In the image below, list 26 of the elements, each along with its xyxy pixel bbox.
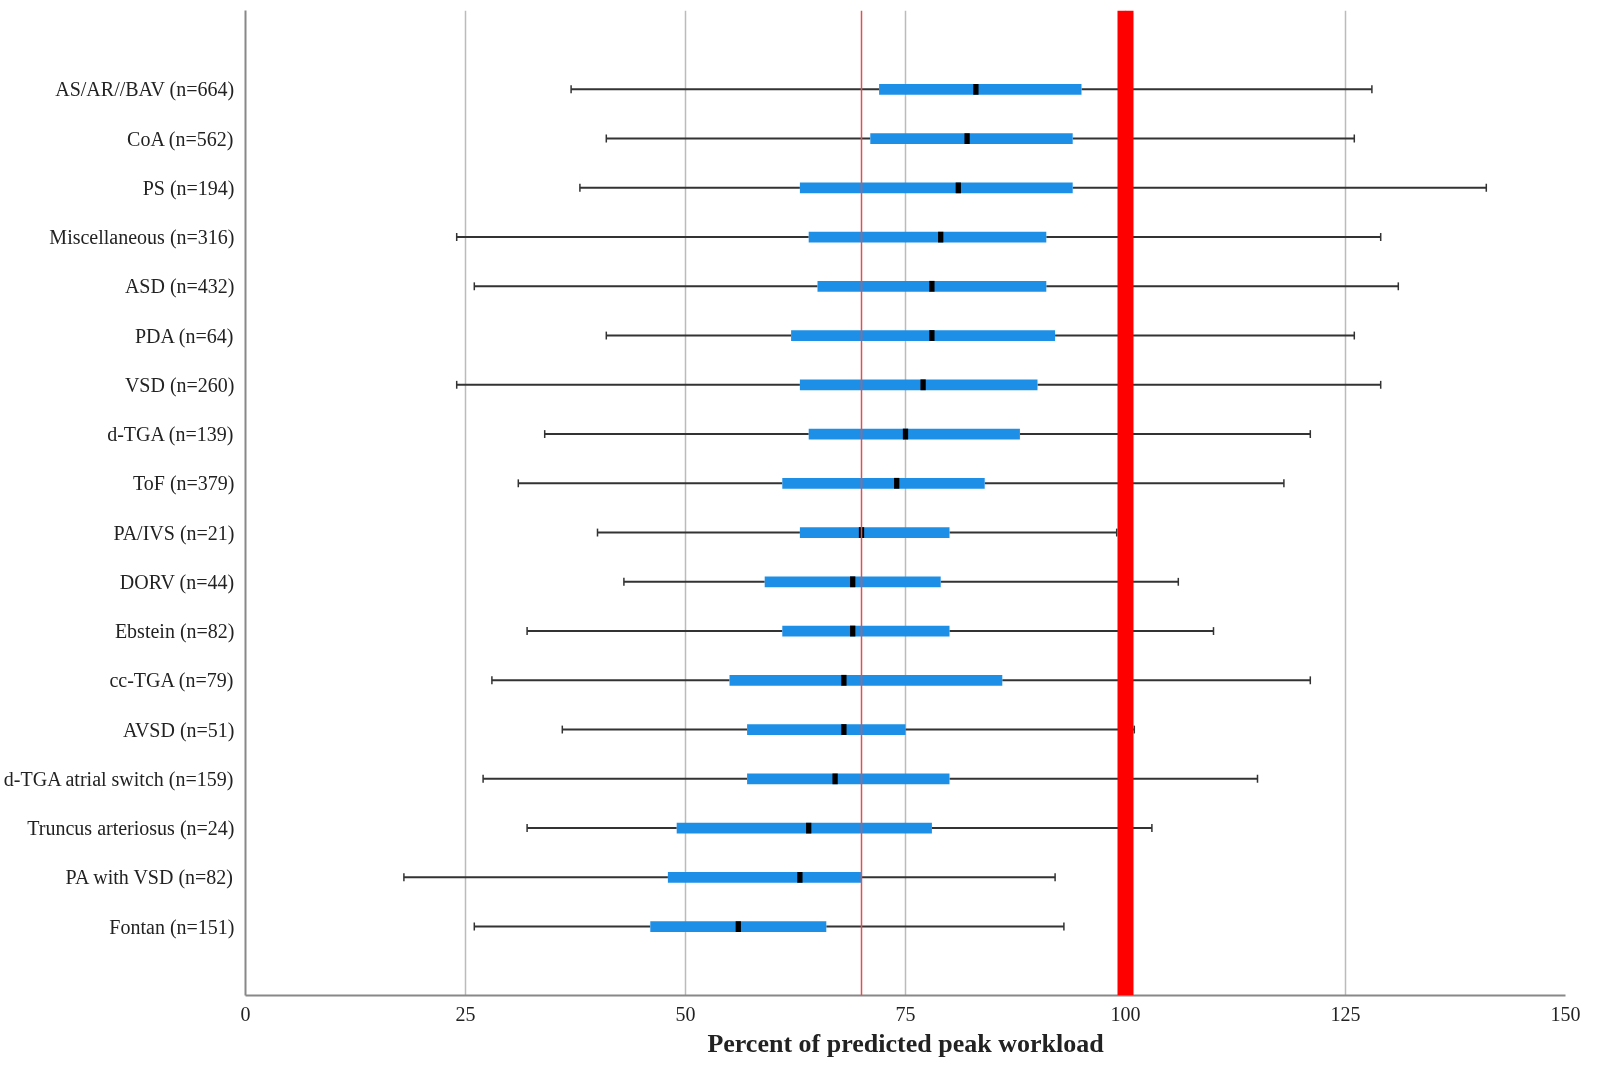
x-tick-label: 150 bbox=[1550, 1002, 1581, 1025]
x-tick-label: 25 bbox=[455, 1002, 476, 1025]
y-tick-label: VSD (n=260) bbox=[124, 373, 235, 397]
y-tick-label: Truncus arteriosus (n=24) bbox=[27, 817, 235, 841]
y-tick-label: PS (n=194) bbox=[142, 176, 235, 200]
y-tick-label: ASD (n=432) bbox=[124, 275, 235, 299]
y-tick-label: CoA (n=562) bbox=[127, 127, 234, 151]
x-tick-label: 100 bbox=[1110, 1002, 1141, 1025]
y-tick-label: DORV (n=44) bbox=[119, 570, 235, 594]
y-tick-label: d-TGA atrial switch (n=159) bbox=[3, 767, 234, 791]
y-tick-label: ToF (n=379) bbox=[132, 472, 235, 496]
y-tick-label: Ebstein (n=82) bbox=[114, 620, 235, 644]
y-tick-label: d-TGA (n=139) bbox=[107, 423, 234, 447]
y-tick-label: PDA (n=64) bbox=[134, 324, 234, 348]
x-tick-label: 0 bbox=[240, 1002, 251, 1025]
y-tick-label: PA/IVS (n=21) bbox=[113, 521, 235, 545]
y-tick-label: AVSD (n=51) bbox=[123, 718, 235, 742]
x-tick-label: 75 bbox=[895, 1002, 916, 1025]
y-tick-label: Fontan (n=151) bbox=[109, 915, 235, 939]
y-tick-label: AS/AR//BAV (n=664) bbox=[55, 78, 235, 102]
y-tick-label: PA with VSD (n=82) bbox=[65, 866, 234, 890]
x-axis-title: Percent of predicted peak workload bbox=[707, 1028, 1105, 1058]
y-tick-label: cc-TGA (n=79) bbox=[109, 669, 234, 693]
x-tick-label: 125 bbox=[1330, 1002, 1361, 1025]
x-tick-label: 50 bbox=[675, 1002, 696, 1025]
y-tick-label: Miscellaneous (n=316) bbox=[49, 226, 235, 250]
